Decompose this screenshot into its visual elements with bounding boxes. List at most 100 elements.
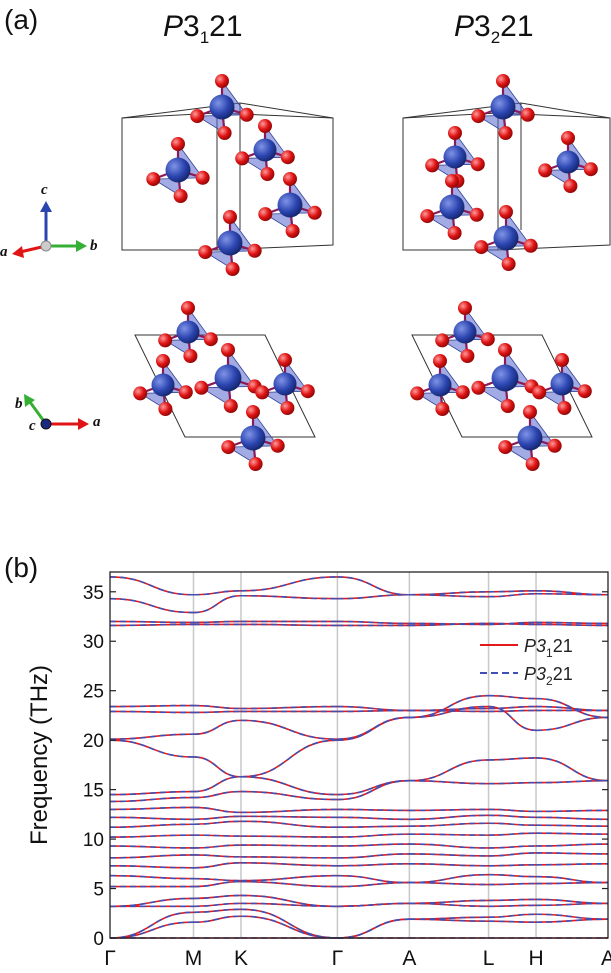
oxygen-atom: [547, 438, 562, 453]
sg-tail: 21: [500, 10, 534, 43]
oxygen-atom: [471, 380, 486, 395]
oxygen-atom: [260, 167, 275, 181]
oxygen-atom: [480, 332, 495, 347]
sio4-tetrahedron: [158, 301, 218, 363]
oxygen-atom: [577, 384, 592, 399]
legend-label-p3121: P3121: [524, 636, 573, 660]
kpoint-label: Γ: [332, 947, 344, 970]
oxygen-atom: [523, 405, 537, 419]
sio4-tetrahedron: [198, 210, 262, 276]
sio4-tetrahedron: [420, 174, 484, 240]
oxygen-atom: [469, 207, 484, 222]
oxygen-atom: [255, 385, 270, 400]
oxygen-atom: [198, 245, 213, 260]
sio4-tetrahedron: [471, 343, 539, 413]
silicon-atom: [176, 320, 200, 344]
oxygen-atom: [498, 126, 513, 140]
oxygen-atom: [561, 131, 575, 145]
sio4-tetrahedron: [146, 137, 210, 203]
oxygen-atom: [525, 457, 540, 471]
y-tick-label: 25: [83, 682, 104, 703]
oxygen-atom: [217, 126, 232, 140]
crystal-structures: [12, 74, 611, 471]
unit-cell-side-left: [121, 102, 334, 251]
kpoint-label: K: [234, 947, 248, 970]
oxygen-atom: [523, 238, 538, 253]
legend-label-p3221: P3221: [524, 664, 573, 688]
sio4-tetrahedra: [133, 74, 598, 471]
kpoint-label: Γ: [104, 947, 116, 970]
y-tick-label: 10: [83, 830, 104, 851]
band-line-p3221: [109, 592, 609, 614]
band-line-p3221: [109, 779, 609, 803]
oxygen-atom: [225, 262, 240, 276]
band-line-p3221: [109, 902, 609, 908]
silicon-atom: [550, 372, 574, 396]
sio4-tetrahedron: [538, 131, 598, 193]
oxygen-atom: [215, 74, 229, 88]
oxygen-atom: [280, 401, 295, 415]
axis-label-a-side: a: [0, 244, 8, 260]
sio4-tetrahedron: [194, 343, 262, 413]
band-line-p3221: [109, 852, 609, 859]
kpoint-label: A: [601, 947, 611, 970]
sio4-tetrahedron: [435, 301, 495, 363]
oxygen-atom: [223, 399, 238, 413]
sio4-tetrahedron: [474, 205, 538, 271]
oxygen-atom: [448, 126, 462, 140]
sg-letter: P: [163, 10, 184, 43]
y-tick-label: 20: [83, 731, 104, 752]
band-line-p3221: [109, 908, 609, 939]
band-line-p3221: [109, 705, 609, 778]
oxygen-atom: [223, 210, 237, 224]
silicon-atom: [491, 364, 519, 392]
oxygen-atom: [158, 402, 173, 416]
sio4-tetrahedron: [133, 354, 193, 416]
oxygen-atom: [307, 205, 322, 220]
unit-cell-side-right: [402, 102, 611, 251]
silicon-atom: [240, 425, 266, 451]
oxygen-atom: [171, 137, 185, 151]
band-line-p3121: [109, 705, 609, 778]
axis-label-b-side: b: [90, 238, 98, 254]
oxygen-atom: [248, 457, 263, 471]
silicon-atom: [165, 157, 191, 183]
silicon-atom: [273, 372, 297, 396]
space-group-title-right: P3221: [454, 10, 534, 48]
oxygen-atom: [563, 179, 578, 193]
sio4-tetrahedron: [235, 119, 295, 181]
chart-legend: P3121 P3221: [480, 636, 573, 688]
oxygen-atom: [501, 257, 516, 271]
y-tick-label: 15: [83, 781, 104, 802]
oxygen-atom: [235, 151, 250, 166]
silicon-atom: [517, 425, 543, 451]
oxygen-atom: [173, 189, 188, 203]
oxygen-atom: [496, 74, 510, 88]
band-line-p3221: [109, 694, 609, 740]
oxygen-atom: [278, 353, 292, 367]
band-line-p3221: [109, 843, 609, 849]
band-line-p3221: [109, 576, 609, 596]
kpoint-label: M: [185, 947, 203, 970]
y-tick-label: 5: [93, 880, 104, 901]
silicon-atom: [443, 145, 467, 169]
oxygen-atom: [557, 401, 572, 415]
oxygen-atom: [500, 399, 515, 413]
band-line-p3221: [109, 806, 609, 814]
oxygen-atom: [420, 209, 435, 224]
oxygen-atom: [183, 349, 198, 363]
oxygen-atom: [300, 384, 315, 399]
band-line-p3221: [109, 709, 608, 714]
axis-label-a-top: a: [93, 414, 101, 430]
silicon-atom: [556, 150, 580, 174]
sg-letter: P: [454, 10, 475, 43]
sio4-tetrahedron: [498, 405, 562, 471]
kpoint-label: H: [528, 947, 543, 970]
y-tick-label: 30: [83, 632, 104, 653]
oxygen-atom: [474, 240, 489, 255]
sio4-tetrahedron: [425, 126, 485, 188]
band-line-p3121: [109, 592, 609, 614]
sio4-tetrahedron: [190, 74, 254, 140]
oxygen-atom: [445, 174, 459, 188]
